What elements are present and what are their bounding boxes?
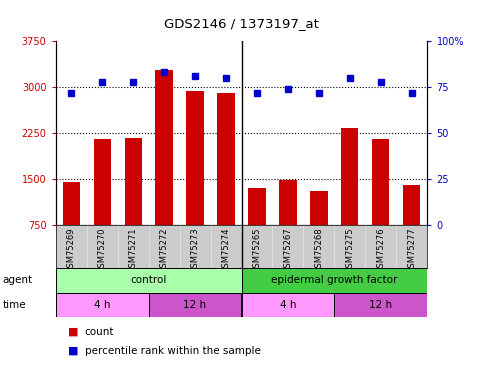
Text: GSM75272: GSM75272 <box>159 227 169 273</box>
Bar <box>56 292 149 317</box>
Text: GSM75276: GSM75276 <box>376 227 385 273</box>
Text: GSM75267: GSM75267 <box>284 227 293 273</box>
Text: count: count <box>85 327 114 337</box>
Text: GSM75268: GSM75268 <box>314 227 324 273</box>
Text: agent: agent <box>2 275 32 285</box>
Bar <box>372 139 389 225</box>
Text: GSM75277: GSM75277 <box>408 227 416 273</box>
Bar <box>56 268 242 292</box>
Bar <box>403 184 421 225</box>
Text: epidermal growth factor: epidermal growth factor <box>271 275 398 285</box>
Bar <box>311 191 327 225</box>
Bar <box>334 292 427 317</box>
Text: percentile rank within the sample: percentile rank within the sample <box>85 346 260 355</box>
Text: GDS2146 / 1373197_at: GDS2146 / 1373197_at <box>164 17 319 30</box>
Text: time: time <box>2 300 26 310</box>
Text: GSM75274: GSM75274 <box>222 227 230 273</box>
Bar <box>62 182 80 225</box>
Text: ■: ■ <box>68 346 78 355</box>
Text: GSM75265: GSM75265 <box>253 227 261 273</box>
Text: ■: ■ <box>68 327 78 337</box>
Bar <box>248 188 266 225</box>
Text: GSM75273: GSM75273 <box>190 227 199 273</box>
Bar <box>125 138 142 225</box>
Bar <box>242 292 334 317</box>
Text: 12 h: 12 h <box>369 300 393 310</box>
Text: 12 h: 12 h <box>184 300 207 310</box>
Bar <box>341 128 358 225</box>
Text: 4 h: 4 h <box>94 300 110 310</box>
Text: GSM75270: GSM75270 <box>98 227 107 273</box>
Text: control: control <box>130 275 167 285</box>
Text: GSM75275: GSM75275 <box>345 227 355 273</box>
Text: GSM75271: GSM75271 <box>128 227 138 273</box>
Bar <box>242 268 427 292</box>
Bar <box>94 139 111 225</box>
Bar <box>156 70 172 225</box>
Text: 4 h: 4 h <box>280 300 296 310</box>
Bar <box>186 92 203 225</box>
Bar <box>217 93 235 225</box>
Text: GSM75269: GSM75269 <box>67 227 75 273</box>
Bar <box>280 180 297 225</box>
Bar <box>149 292 242 317</box>
